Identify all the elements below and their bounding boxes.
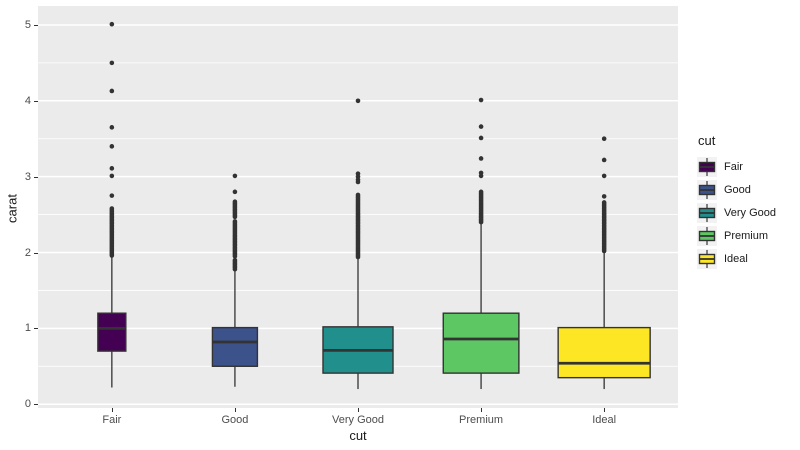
- legend-key-icon: [697, 249, 717, 269]
- legend-label: Premium: [724, 230, 769, 242]
- legend-label: Good: [724, 184, 751, 196]
- legend-title: cut: [698, 133, 716, 148]
- outlier-point: [355, 98, 361, 104]
- box-good: [211, 326, 259, 367]
- outlier-point: [478, 189, 484, 195]
- legend-entry-good: Good: [697, 179, 776, 201]
- x-tick-mark: [234, 408, 236, 412]
- box-fair: [97, 312, 127, 352]
- y-tick-label: 1: [24, 322, 31, 335]
- legend-label: Very Good: [724, 207, 776, 219]
- x-axis-title: cut: [349, 428, 367, 443]
- outlier-point: [109, 125, 115, 130]
- y-axis-title: carat: [4, 194, 20, 223]
- outlier-point: [355, 192, 361, 198]
- legend-boxplot-glyph: [698, 158, 716, 176]
- outlier-point: [355, 171, 361, 176]
- y-tick-mark: [34, 100, 38, 102]
- legend-key-icon: [697, 157, 717, 177]
- outlier-point: [109, 206, 115, 211]
- legend-key-icon: [697, 203, 717, 223]
- y-tick-mark: [34, 176, 38, 178]
- outlier-point: [478, 124, 484, 129]
- outlier-point: [232, 189, 238, 195]
- outlier-point: [601, 194, 607, 199]
- outlier-point: [232, 257, 238, 263]
- legend-boxplot-glyph: [698, 181, 716, 199]
- x-tick-label-good: Good: [221, 414, 249, 426]
- legend-label: Ideal: [724, 253, 748, 265]
- legend-boxplot-glyph: [698, 204, 716, 222]
- outlier-point: [601, 136, 607, 142]
- legend-entry-ideal: Ideal: [697, 248, 776, 270]
- legend-entry-fair: Fair: [697, 156, 776, 178]
- y-tick-mark: [34, 252, 38, 254]
- legend-entries: Fair Good Very Good Premium Ideal: [697, 156, 776, 270]
- x-tick-mark: [111, 408, 113, 412]
- x-tick-label-very-good: Very Good: [332, 414, 384, 426]
- outlier-point: [232, 199, 238, 204]
- legend-entry-premium: Premium: [697, 225, 776, 247]
- outlier-point: [601, 200, 607, 205]
- outlier-point: [601, 173, 607, 179]
- legend: cut Fair Good Very Good Premium Ideal: [697, 133, 776, 271]
- outlier-point: [232, 173, 238, 179]
- outlier-point: [109, 166, 115, 171]
- outlier-point: [109, 193, 115, 198]
- x-tick-label-ideal: Ideal: [592, 414, 617, 426]
- outlier-point: [478, 156, 484, 161]
- y-tick-label: 2: [24, 246, 31, 259]
- legend-key-icon: [697, 180, 717, 200]
- x-tick-mark: [358, 408, 359, 412]
- y-tick-label: 5: [24, 18, 31, 31]
- legend-key-icon: [697, 226, 717, 246]
- x-tick-label-fair: Fair: [102, 414, 122, 426]
- y-tick-mark: [34, 328, 38, 330]
- plot-panel: [38, 6, 678, 408]
- y-tick-label: 0: [24, 398, 31, 411]
- outlier-point: [601, 157, 607, 163]
- x-tick-mark: [604, 408, 606, 412]
- outlier-point: [478, 97, 484, 103]
- outlier-point: [109, 60, 115, 66]
- legend-label: Fair: [724, 161, 743, 173]
- boxplot-canvas: [38, 21, 678, 405]
- legend-boxplot-glyph: [698, 250, 716, 268]
- y-tick-label: 4: [24, 94, 31, 107]
- outlier-point: [478, 170, 484, 176]
- outlier-point: [109, 144, 115, 149]
- outlier-point: [109, 88, 115, 94]
- outlier-point: [109, 21, 115, 27]
- x-tick-label-premium: Premium: [459, 414, 504, 426]
- x-tick-mark: [481, 408, 483, 412]
- outlier-point: [109, 173, 115, 179]
- y-tick-label: 3: [24, 170, 31, 183]
- legend-boxplot-glyph: [698, 227, 716, 245]
- y-tick-mark: [34, 404, 38, 406]
- outlier-point: [478, 135, 484, 141]
- box-ideal: [557, 326, 651, 379]
- legend-entry-very-good: Very Good: [697, 202, 776, 224]
- y-tick-mark: [34, 24, 38, 26]
- outlier-point: [232, 219, 238, 224]
- box-premium: [442, 312, 520, 374]
